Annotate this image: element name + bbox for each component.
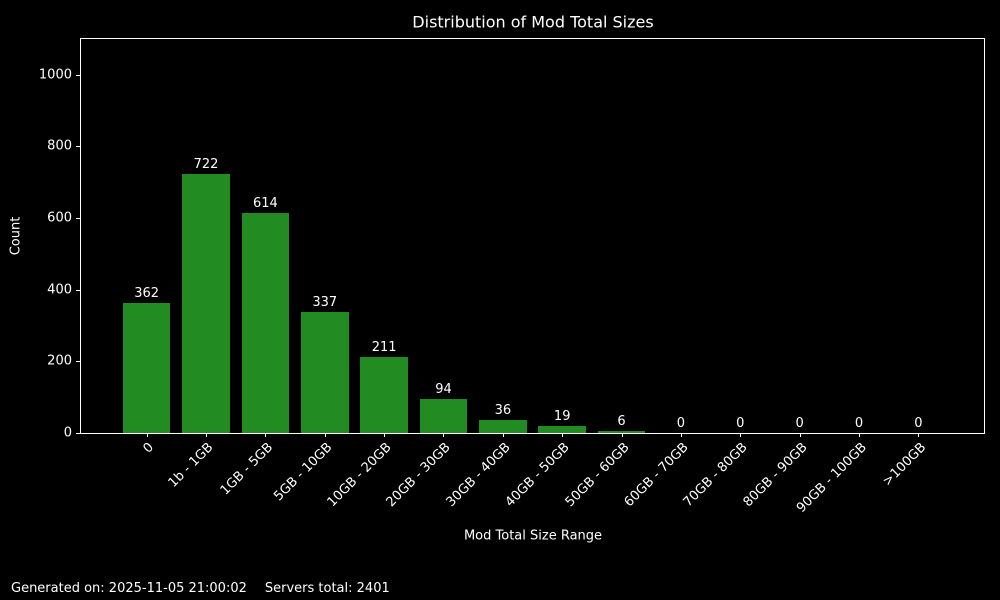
bar-slot: 94 20GB - 30GB [384,39,473,510]
bar [241,213,290,433]
bar-value-label: 94 [435,382,452,398]
bar-slot: 362 0 [117,39,176,456]
y-tick-mark [76,289,80,291]
bar-slot: 0 70GB - 80GB [681,39,770,510]
bar-slot: 0 >100GB [880,39,948,489]
y-tick-label: 600 [47,210,72,226]
bar-value-label: 36 [494,403,512,419]
x-tick-mark [799,433,801,437]
plot-area: 362 0 722 1b - 1GB 614 1GB - 5GB 337 5GB - 10GB… [39,38,985,516]
bar-value-label: 614 [252,196,278,212]
bar-value-label: 722 [193,157,219,173]
y-tick-mark [76,218,80,220]
x-tick-mark [324,433,326,437]
bar-value-label: 362 [134,286,160,302]
y-tick-label: 400 [47,282,72,298]
bar-value-label: 0 [854,416,864,431]
x-tick-mark [918,433,920,437]
x-tick-label: 1GB - 5GB [217,440,277,499]
bar-slot: 36 30GB - 40GB [443,39,532,510]
x-tick-mark [443,433,445,437]
bar [301,312,349,433]
x-tick-label: 0 [140,440,158,457]
footer: Generated on: 2025-11-05 21:00:02 Servers… [11,581,390,596]
x-tick-mark [265,433,267,437]
bar-slot: 19 40GB - 50GB [503,39,592,510]
bar-slot: 614 1GB - 5GB [218,39,295,498]
bar-value-label: 0 [736,416,745,431]
bar-slot: 211 10GB - 20GB [325,39,413,510]
footer-servers-total: Servers total: 2401 [264,581,390,596]
bar-slot: 0 90GB - 100GB [794,39,888,516]
bar [182,174,230,433]
x-axis-label: Mod Total Size Range [463,528,603,544]
x-tick-mark [146,433,148,437]
chart-title: Distribution of Mod Total Sizes [412,12,654,32]
y-tick-mark [76,361,80,363]
x-tick-mark [740,433,742,437]
x-tick-mark [858,433,860,437]
footer-generated-timestamp: Generated on: 2025-11-05 21:00:02 [11,581,247,596]
y-tick-mark [76,74,80,76]
bar-slot: 6 50GB - 60GB [562,39,651,510]
bar-value-label: 337 [312,295,338,311]
bar-value-label: 0 [914,416,923,431]
y-tick-mark [76,433,80,434]
y-tick-label: 0 [63,425,72,441]
y-tick-mark [76,146,80,148]
y-tick-label: 800 [47,138,72,154]
bar-slot: 0 60GB - 70GB [622,39,710,510]
bar-slot: 722 1b - 1GB [166,39,235,491]
bar-value-label: 211 [371,340,397,356]
x-tick-mark [680,433,682,437]
bar-value-label: 0 [676,416,686,431]
bar-slots: 362 0 722 1b - 1GB 614 1GB - 5GB 337 5GB - 10GB… [81,39,984,516]
y-axis-label: Count [8,216,24,256]
x-tick-label: 5GB - 10GB [271,440,336,505]
x-tick-label: 1b - 1GB [165,440,217,491]
bar-slot: 337 5GB - 10GB [271,39,354,504]
y-tick-label: 200 [47,353,72,369]
x-tick-mark [562,433,564,437]
bar [538,426,586,433]
bar-value-label: 19 [553,409,571,425]
bar-value-label: 0 [795,416,804,431]
bar-value-label: 6 [617,413,626,429]
bar-slot: 0 80GB - 90GB [740,39,829,510]
bar [360,357,408,433]
bar [479,420,527,433]
x-tick-label: >100GB [879,440,929,490]
bar [122,303,171,433]
bar [419,399,468,433]
y-tick-label: 1000 [38,67,72,83]
x-tick-mark [621,433,623,437]
x-tick-mark [502,433,504,437]
x-tick-mark [384,433,386,437]
x-tick-mark [206,433,208,437]
bar [597,430,646,433]
